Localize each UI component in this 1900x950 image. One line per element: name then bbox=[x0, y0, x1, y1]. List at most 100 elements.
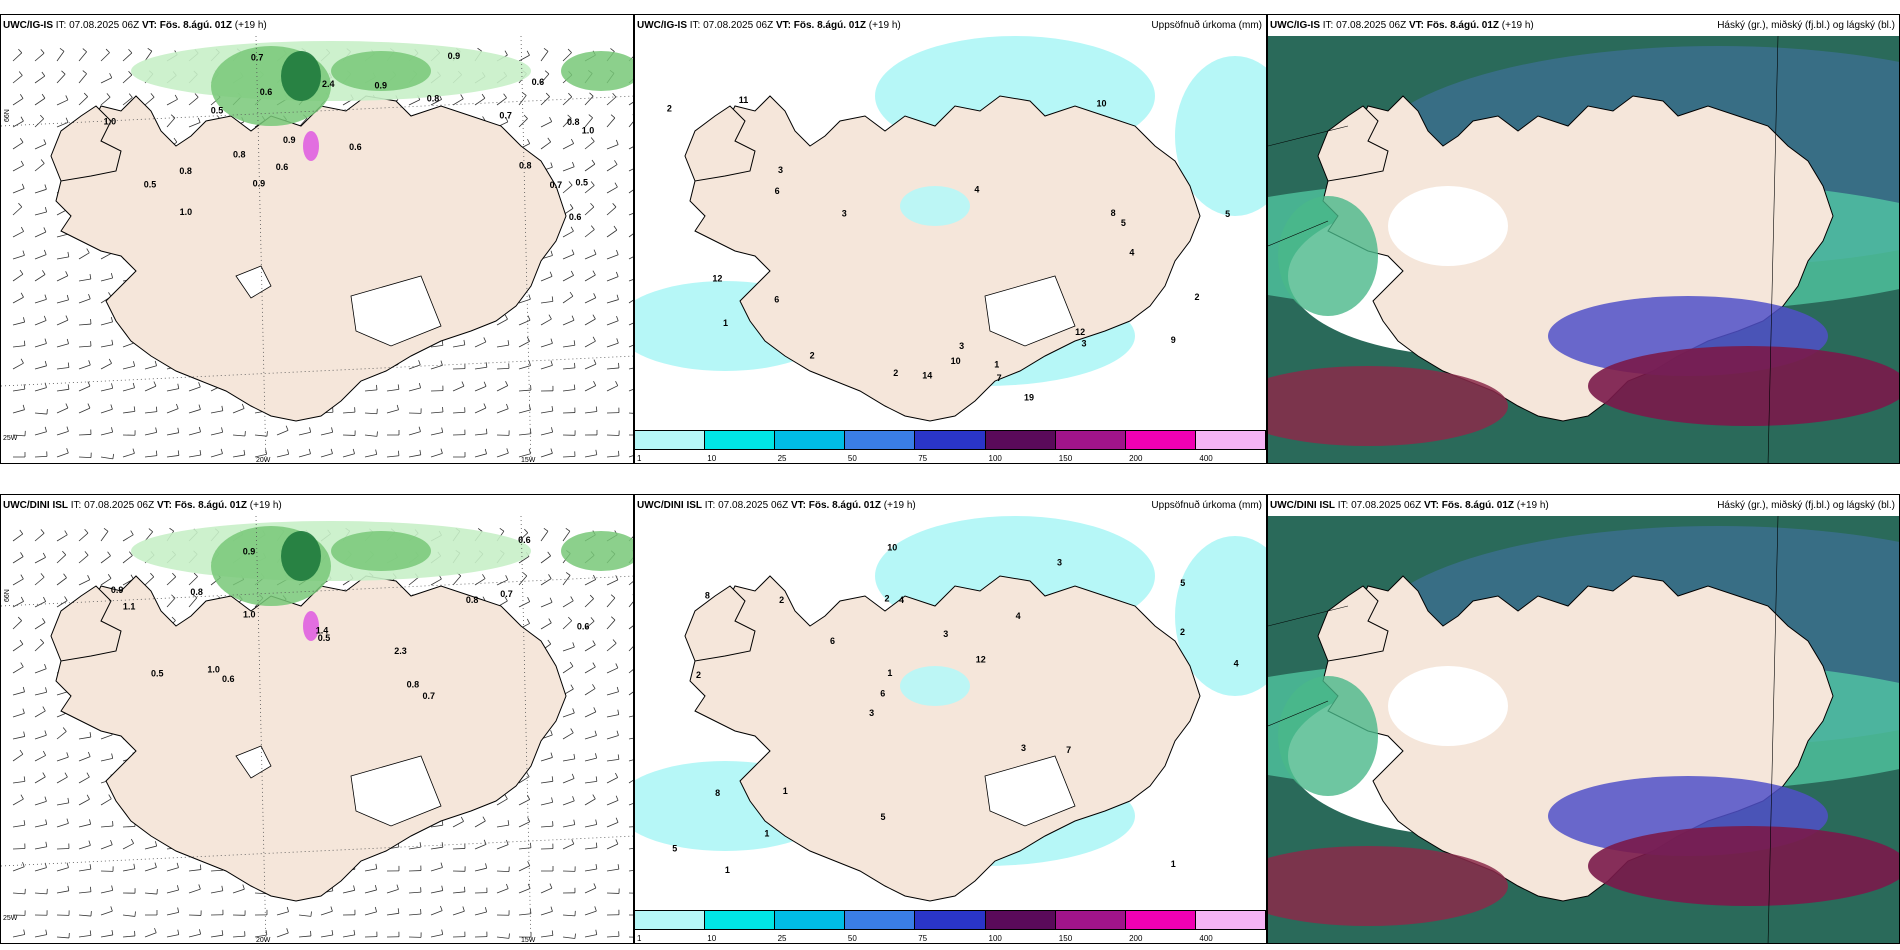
wind-barb bbox=[474, 816, 486, 828]
mid-cloud-patch bbox=[1278, 196, 1378, 316]
wind-barb bbox=[342, 407, 356, 414]
wind-barb bbox=[386, 450, 400, 458]
wind-barb bbox=[584, 137, 595, 150]
wind-barb bbox=[78, 92, 88, 106]
wind-barb bbox=[12, 529, 24, 542]
wind-barb bbox=[12, 94, 24, 106]
wind-barb bbox=[496, 933, 510, 939]
grid-label: 66N bbox=[4, 589, 11, 602]
wind-barb bbox=[166, 862, 179, 872]
wind-barb bbox=[562, 315, 575, 326]
wind-barb bbox=[584, 429, 598, 436]
westfjords bbox=[1317, 105, 1389, 182]
value-label: 8 bbox=[1111, 208, 1116, 218]
wind-barb bbox=[166, 383, 180, 392]
wind-barb bbox=[122, 93, 133, 106]
wind-barb bbox=[540, 597, 553, 608]
wind-barb bbox=[12, 639, 24, 652]
wind-barb bbox=[518, 772, 530, 784]
wind-barb bbox=[628, 779, 633, 784]
wind-barb bbox=[78, 452, 92, 459]
wind-barb bbox=[34, 184, 47, 194]
wind-barb bbox=[606, 203, 617, 216]
wind-barb bbox=[78, 274, 92, 282]
wind-barb bbox=[518, 597, 531, 608]
wind-barb bbox=[474, 403, 487, 414]
wind-barb bbox=[628, 233, 633, 238]
wind-barb bbox=[628, 367, 633, 370]
value-label: 0.5 bbox=[318, 633, 331, 643]
value-label: 4 bbox=[1016, 611, 1021, 621]
wind-barb bbox=[562, 249, 575, 260]
wind-barb bbox=[34, 687, 48, 696]
wind-barb bbox=[584, 863, 598, 872]
wind-barb bbox=[584, 753, 598, 762]
wind-barb bbox=[144, 528, 154, 542]
wind-barb bbox=[584, 794, 596, 806]
value-label: 2.4 bbox=[322, 79, 335, 89]
value-label: 0.6 bbox=[577, 621, 590, 631]
value-label: 0.6 bbox=[349, 142, 362, 152]
clear-area bbox=[1388, 186, 1508, 266]
wind-barb bbox=[584, 314, 596, 326]
wind-barb bbox=[408, 426, 421, 436]
wind-barb bbox=[100, 929, 114, 938]
wind-barb bbox=[540, 92, 550, 106]
wind-barb bbox=[276, 906, 289, 916]
accum-area bbox=[1175, 56, 1266, 216]
wind-barb bbox=[430, 360, 443, 370]
iceland-landmass bbox=[684, 95, 1201, 422]
wind-barb bbox=[606, 294, 619, 304]
wind-barb bbox=[276, 928, 289, 938]
wind-barb bbox=[452, 339, 466, 348]
mid-cloud-patch bbox=[1278, 676, 1378, 796]
wind-barb bbox=[342, 885, 356, 894]
wind-barb bbox=[496, 314, 508, 326]
value-label: 5 bbox=[1121, 218, 1126, 228]
wind-barb bbox=[628, 389, 633, 392]
value-label: 0.6 bbox=[276, 162, 289, 172]
wind-barb bbox=[628, 412, 633, 414]
wind-barb bbox=[56, 862, 69, 872]
wind-barb bbox=[56, 315, 69, 326]
wind-barb bbox=[34, 426, 47, 436]
wind-barb bbox=[78, 341, 92, 348]
wind-barb bbox=[628, 826, 633, 828]
wind-barb bbox=[56, 117, 69, 128]
value-label: 6 bbox=[830, 636, 835, 646]
wind-barb bbox=[386, 931, 400, 938]
grid-label: 25W bbox=[3, 435, 18, 442]
wind-barb bbox=[78, 819, 92, 828]
wind-barb bbox=[78, 911, 92, 917]
wind-barb bbox=[12, 138, 24, 150]
wind-barb bbox=[144, 841, 158, 850]
value-label: 5 bbox=[881, 812, 886, 822]
colorbar-tick: 50 bbox=[847, 934, 857, 943]
wind-barb bbox=[606, 575, 619, 586]
value-label: 0.9 bbox=[375, 81, 388, 91]
wind-barb bbox=[584, 776, 598, 784]
value-label: 1 bbox=[725, 865, 730, 875]
wind-barb bbox=[562, 407, 576, 414]
wind-barb bbox=[606, 730, 619, 740]
value-label: 2.3 bbox=[394, 646, 407, 656]
panel-accum-precip-top: UWC/IG-IS IT: 07.08.2025 06Z VT: Fös. 8.… bbox=[634, 14, 1267, 464]
wind-barb bbox=[56, 727, 67, 740]
colorbar-tick: 100 bbox=[988, 454, 1002, 463]
wind-barb bbox=[56, 752, 69, 762]
colorbar-segment bbox=[635, 431, 706, 449]
colorbar-segment bbox=[845, 911, 916, 929]
wind-barb bbox=[452, 429, 466, 436]
wind-barb bbox=[56, 70, 66, 84]
wind-barb bbox=[166, 929, 180, 938]
precip-area-mid bbox=[561, 51, 633, 91]
wind-barb bbox=[12, 574, 24, 586]
wind-barb bbox=[628, 691, 633, 696]
wind-barb bbox=[56, 294, 69, 304]
wind-barb bbox=[606, 817, 619, 828]
wind-barb bbox=[122, 863, 136, 872]
value-label: 0.7 bbox=[251, 52, 264, 62]
wind-barb bbox=[540, 405, 554, 414]
wind-barb bbox=[584, 883, 597, 894]
wind-barb bbox=[166, 114, 176, 128]
